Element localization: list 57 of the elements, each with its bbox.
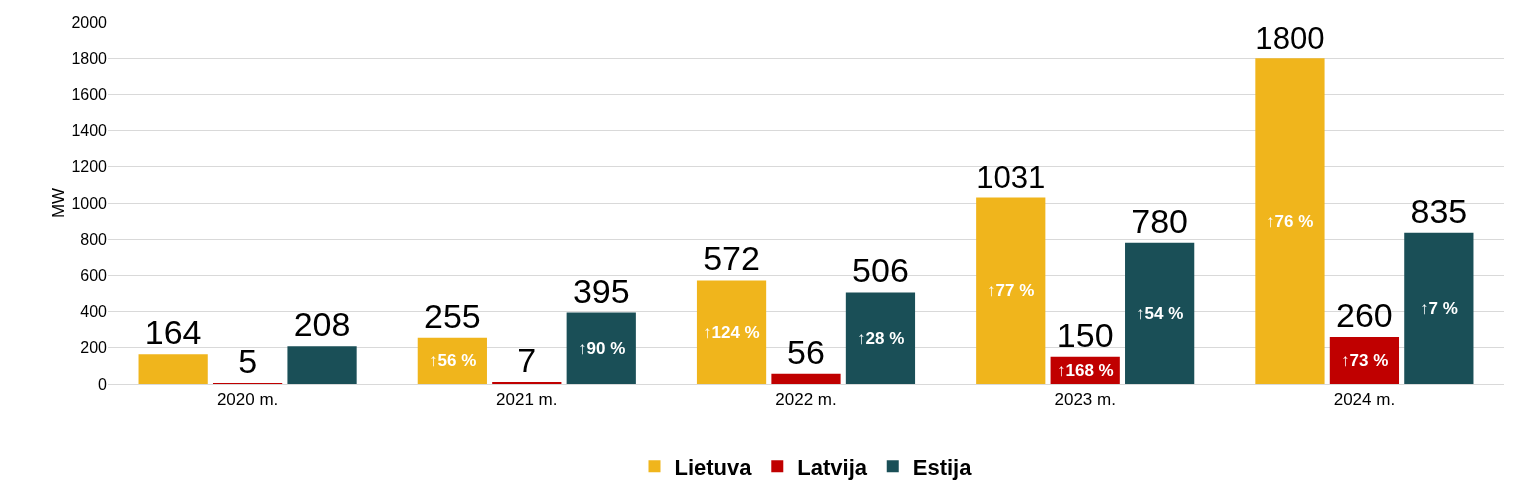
y-tick-label: 600 — [80, 267, 108, 284]
data-label: 780 — [1131, 201, 1189, 240]
data-label: 56 — [787, 332, 825, 371]
bar — [845, 292, 916, 384]
bar — [138, 354, 208, 384]
y-tick-label: 1800 — [71, 49, 108, 67]
annotation: ↑76 % — [1266, 212, 1314, 231]
y-tick-label: 1400 — [71, 122, 108, 140]
bar — [976, 197, 1046, 384]
data-label: 260 — [1336, 295, 1393, 334]
x-tick-label: 2020 m. — [216, 390, 279, 410]
data-label: 572 — [703, 239, 760, 278]
y-tick-label: 400 — [80, 303, 108, 321]
data-label: 164 — [144, 313, 202, 352]
x-tick-label: 2021 m. — [496, 390, 558, 410]
annotation: ↑77 % — [987, 281, 1035, 300]
data-label: 1800 — [1255, 20, 1325, 56]
legend-label: Estija — [912, 454, 973, 480]
bar — [566, 312, 636, 384]
data-label: 7 — [517, 341, 537, 379]
data-label: 208 — [293, 305, 351, 344]
annotation: ↑168 % — [1057, 361, 1114, 380]
bar — [1404, 232, 1474, 384]
legend-label: Lietuva — [674, 454, 753, 480]
annotation: ↑90 % — [578, 339, 626, 358]
x-tick-label: 2022 m. — [775, 390, 837, 410]
y-tick-label: 1600 — [71, 86, 108, 103]
bar — [696, 280, 767, 384]
annotation: ↑73 % — [1341, 351, 1389, 370]
annotation: ↑7 % — [1420, 299, 1458, 318]
data-label: 5 — [238, 342, 258, 380]
annotation: ↑56 % — [429, 351, 477, 370]
x-tick-label: 2024 m. — [1333, 390, 1396, 410]
bar — [417, 337, 487, 384]
annotation: ↑54 % — [1136, 304, 1184, 323]
data-label: 506 — [852, 251, 909, 290]
bar — [1125, 242, 1195, 384]
data-label: 1031 — [976, 159, 1046, 195]
y-axis-title: MW — [49, 187, 68, 219]
y-tick-label: 2000 — [71, 13, 108, 31]
data-label: 150 — [1056, 315, 1114, 354]
y-tick-label: 1200 — [71, 158, 108, 176]
legend-label: Latvija — [797, 454, 868, 480]
annotation: ↑124 % — [703, 323, 760, 342]
y-tick-label: 1000 — [71, 194, 108, 212]
y-tick-label: 200 — [80, 339, 108, 357]
bar — [771, 373, 841, 384]
x-tick-label: 2023 m. — [1054, 390, 1116, 410]
y-tick-label: 0 — [98, 375, 108, 393]
data-label: 255 — [423, 296, 481, 335]
data-label: 835 — [1410, 191, 1468, 230]
bar — [1329, 336, 1400, 384]
bar — [287, 346, 357, 384]
bar — [1255, 58, 1325, 384]
y-tick-label: 800 — [80, 230, 108, 248]
data-label: 395 — [572, 271, 630, 310]
annotation: ↑28 % — [857, 329, 905, 348]
